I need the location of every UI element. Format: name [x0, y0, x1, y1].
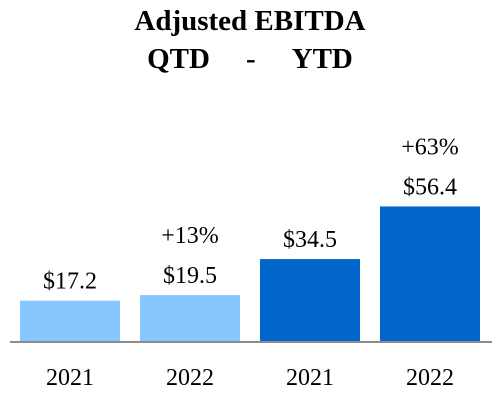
bar [260, 259, 360, 342]
subtitle-separator: - [245, 43, 256, 75]
value-label: $34.5 [283, 227, 337, 253]
change-label: +63% [401, 134, 459, 160]
bar [140, 295, 240, 342]
chart-title: Adjusted EBITDA [134, 5, 366, 37]
change-label: +13% [161, 223, 219, 249]
chart-subtitle: QTD - YTD [0, 42, 500, 76]
bar [380, 206, 480, 342]
value-label: $19.5 [163, 263, 217, 289]
value-label: $17.2 [43, 269, 97, 295]
x-tick-label: 2022 [406, 365, 454, 391]
x-tick-label: 2021 [46, 365, 94, 391]
x-tick-label: 2021 [286, 365, 334, 391]
bar [20, 300, 120, 342]
subtitle-left: QTD [147, 43, 210, 75]
x-tick-label: 2022 [166, 365, 214, 391]
subtitle-right: YTD [291, 43, 353, 75]
value-label: $56.4 [403, 174, 457, 200]
